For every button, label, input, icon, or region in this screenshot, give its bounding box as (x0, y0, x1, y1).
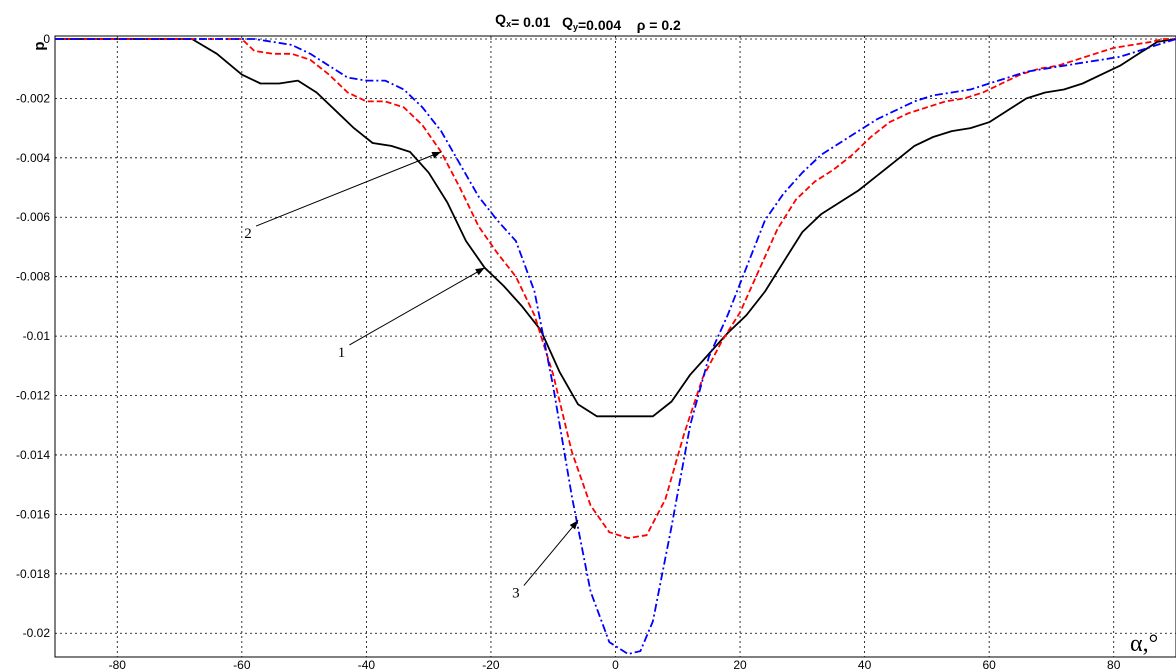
callout-label-3: 3 (512, 586, 520, 602)
y-tick-label: -0.008 (16, 270, 50, 284)
x-axis-label: α,° (1130, 631, 1158, 657)
x-tick-label: 20 (733, 658, 747, 672)
x-tick-label: 80 (1107, 658, 1121, 672)
x-tick-label: -40 (358, 658, 376, 672)
y-tick-label: -0.006 (16, 210, 50, 224)
series-line-3 (55, 38, 1176, 655)
x-tick-label: 60 (982, 658, 996, 672)
series-line-1 (55, 38, 1176, 418)
y-tick-label: -0.02 (23, 626, 51, 640)
x-tick-label: 40 (858, 658, 872, 672)
x-tick-label: -80 (109, 658, 127, 672)
callout-arrow-3 (523, 520, 579, 586)
y-tick-label: -0.016 (16, 507, 50, 521)
chart-title: Qx= 0.01 Qy=0.004 ρ = 0.2 (495, 11, 681, 33)
callout-arrowhead-1 (475, 267, 485, 276)
y-tick-label: -0.01 (23, 329, 51, 343)
x-tick-label: -20 (482, 658, 500, 672)
y-tick-label: -0.002 (16, 91, 50, 105)
y-tick-label: -0.012 (16, 389, 50, 403)
y-axis-label: p (31, 41, 48, 50)
callout-arrow-2 (255, 151, 442, 227)
x-tick-labels: -80 -60 -40 -20 0 20 40 60 80 (109, 658, 1121, 672)
series-line-2 (55, 38, 1176, 539)
x-tick-label: -60 (233, 658, 251, 672)
callout-arrowhead-2 (431, 151, 442, 159)
x-tick-label: 0 (612, 658, 619, 672)
series-group (55, 38, 1176, 655)
grid-lines (55, 36, 1176, 657)
y-tick-label: -0.014 (16, 448, 50, 462)
y-tick-label: -0.004 (16, 151, 50, 165)
callout-label-1: 1 (338, 345, 346, 361)
callout-arrowhead-3 (569, 520, 579, 530)
y-tick-labels: 0 -0.002 -0.004 -0.006 -0.008 -0.01 -0.012 -0.0… (16, 32, 50, 640)
y-tick-label: -0.018 (16, 567, 50, 581)
y-tick-label: 0 (43, 32, 50, 46)
annotations-group: 1 2 3 (244, 151, 579, 602)
callout-arrow-1 (349, 267, 485, 346)
callout-label-2: 2 (244, 226, 252, 242)
